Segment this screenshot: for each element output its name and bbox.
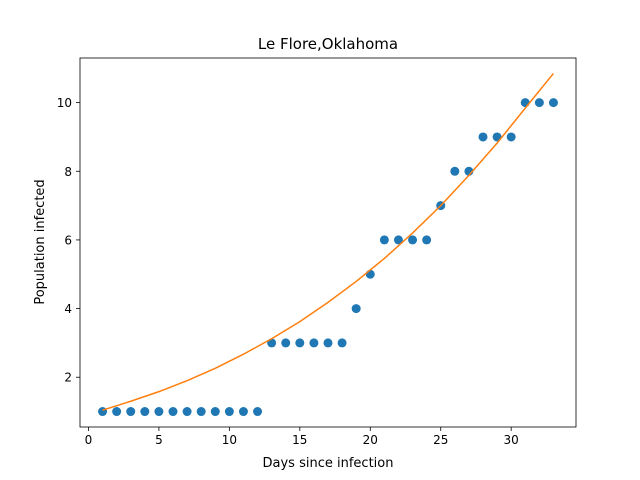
data-point	[238, 407, 248, 417]
data-point	[224, 407, 234, 417]
data-point	[168, 407, 178, 417]
data-point	[422, 235, 432, 245]
axes: 0 5 10 15 20 25 30 2 4 6 8 10	[57, 57, 577, 447]
y-tick-label: 6	[64, 233, 72, 247]
data-point	[309, 338, 319, 348]
y-tick-label: 8	[64, 165, 72, 179]
data-point	[210, 407, 220, 417]
data-point	[506, 132, 516, 142]
y-tick-label: 10	[57, 96, 72, 110]
data-point	[365, 269, 375, 279]
data-point	[393, 235, 403, 245]
data-point	[323, 338, 333, 348]
x-tick-label: 20	[363, 433, 378, 447]
y-tick-label: 4	[64, 302, 72, 316]
data-point	[351, 304, 361, 314]
data-point	[182, 407, 192, 417]
data-point	[253, 407, 263, 417]
data-point	[408, 235, 418, 245]
x-axis-label: Days since infection	[263, 456, 394, 471]
data-point	[196, 407, 206, 417]
x-tick-label: 10	[222, 433, 237, 447]
plot-area	[98, 72, 558, 417]
x-tick-label: 0	[85, 433, 93, 447]
fit-line	[102, 72, 555, 411]
y-axis-label: Population infected	[33, 179, 48, 304]
y-tick-label: 2	[64, 371, 72, 385]
data-point	[450, 166, 460, 176]
data-point	[478, 132, 488, 142]
data-point	[337, 338, 347, 348]
x-tick-label: 25	[433, 433, 448, 447]
chart-title: Le Flore,Oklahoma	[258, 35, 398, 53]
data-point	[534, 98, 544, 108]
data-point	[112, 407, 122, 417]
data-point	[281, 338, 291, 348]
x-tick-label: 5	[155, 433, 163, 447]
plot-frame	[79, 57, 577, 428]
x-tick-label: 30	[504, 433, 519, 447]
data-point	[520, 98, 530, 108]
data-point	[126, 407, 136, 417]
data-point	[548, 98, 558, 108]
x-tick-label: 15	[292, 433, 307, 447]
data-point	[379, 235, 389, 245]
data-point	[140, 407, 150, 417]
data-point	[154, 407, 164, 417]
data-point	[295, 338, 305, 348]
